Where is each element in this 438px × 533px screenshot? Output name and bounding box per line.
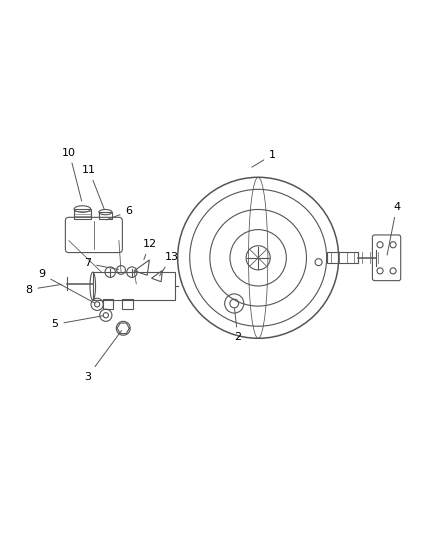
Bar [327,252,358,263]
Text: 6: 6 [106,206,132,220]
Text: 3: 3 [84,330,122,382]
Bar [122,299,133,309]
Text: 7: 7 [84,259,118,270]
Bar [99,212,112,219]
Text: 10: 10 [62,148,81,201]
Text: 2: 2 [234,309,241,343]
Text: 13: 13 [159,252,179,276]
Bar [74,209,91,219]
Text: 11: 11 [82,165,104,209]
Bar [103,299,113,309]
Text: 9: 9 [39,269,95,303]
Text: 5: 5 [51,316,103,329]
Text: 1: 1 [252,150,276,167]
Text: 4: 4 [387,202,400,255]
Text: 12: 12 [143,239,157,260]
Text: 8: 8 [25,284,62,295]
Bar [93,272,176,300]
